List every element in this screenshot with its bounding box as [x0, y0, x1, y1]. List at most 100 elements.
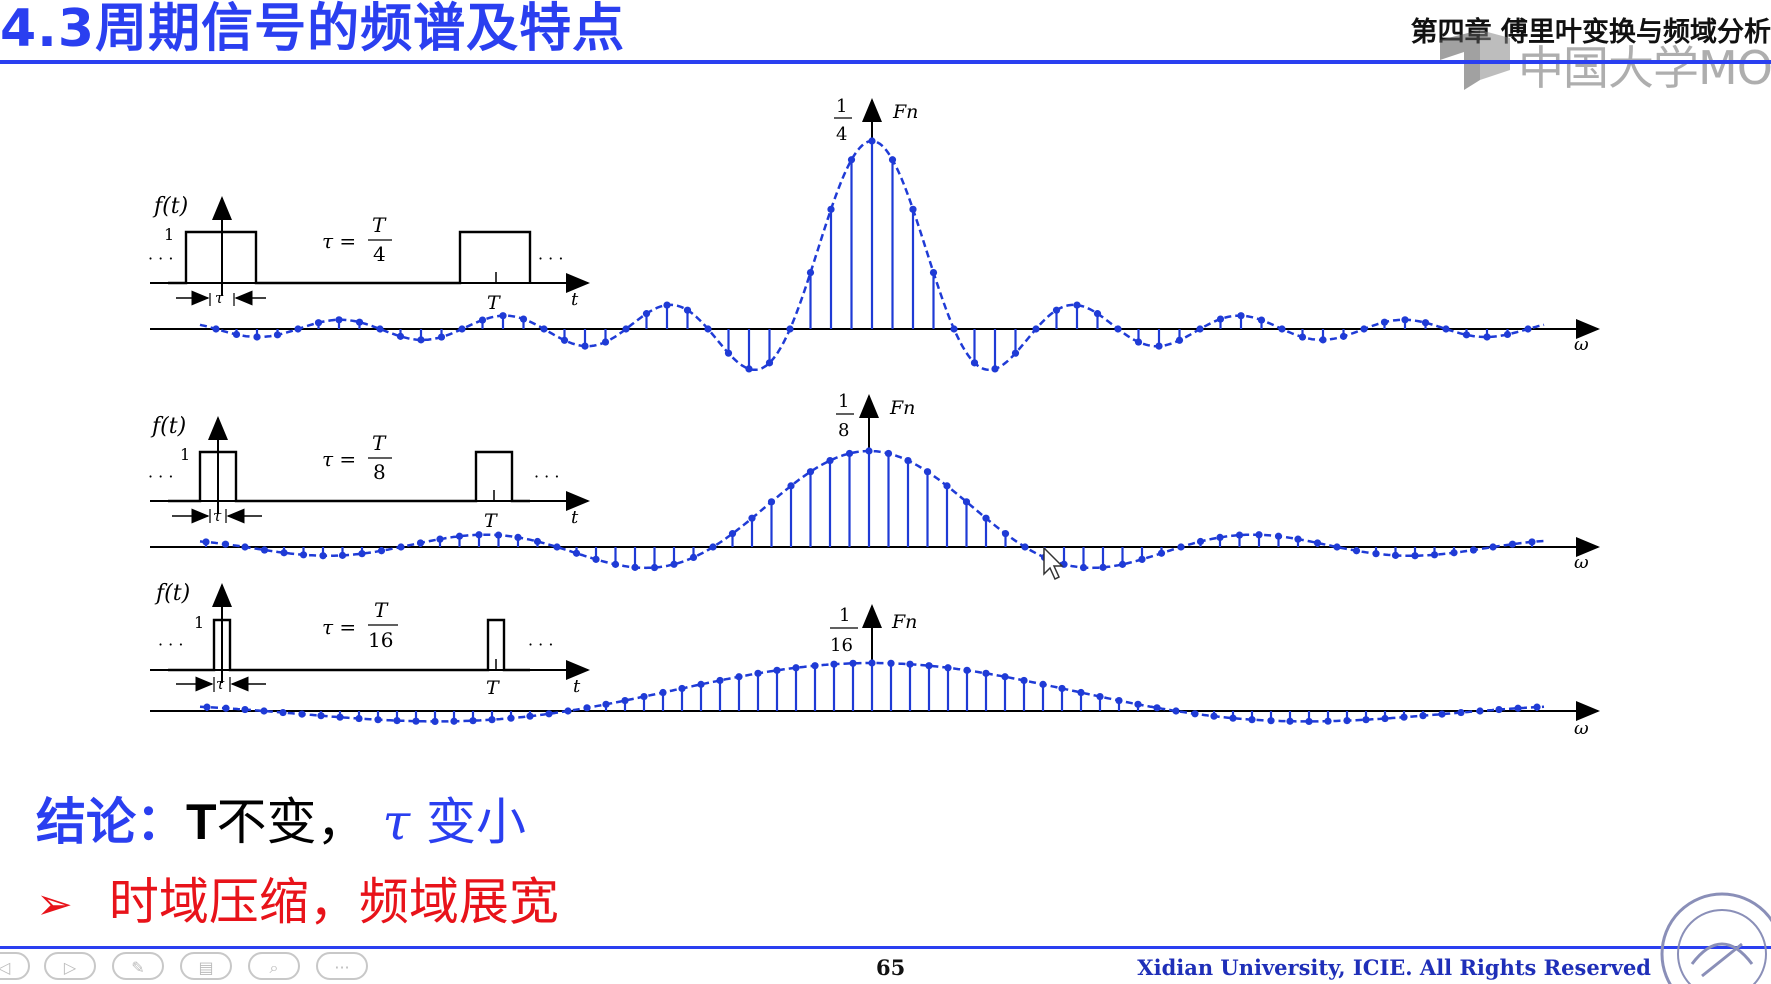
- spectrum-point: [592, 555, 600, 563]
- spectrum-point: [1438, 710, 1446, 718]
- spectrum-point: [1060, 560, 1068, 568]
- slides-icon[interactable]: ▤: [180, 952, 232, 980]
- spectrum-point: [806, 468, 815, 476]
- fn-numerator: 1: [839, 605, 850, 626]
- spectrum-point: [670, 560, 678, 568]
- spectrum-point: [1138, 555, 1146, 563]
- tau-denominator: 8: [373, 460, 386, 484]
- prev-icon[interactable]: ◁: [0, 952, 30, 980]
- spectrum-point: [830, 660, 838, 668]
- spectrum-point: [393, 716, 401, 725]
- spectrum-point: [1319, 336, 1327, 344]
- spectrum-point: [499, 312, 507, 320]
- slide-nav-bar: ◁ ▷ ✎ ▤ ⌕ ···: [0, 948, 420, 983]
- tau-numerator: T: [372, 431, 387, 455]
- spectrum-point: [1372, 550, 1380, 558]
- spectrum-point: [478, 316, 487, 324]
- fn-denominator: 16: [830, 635, 853, 656]
- spectrum-point: [458, 325, 466, 333]
- conclusion-line: 结论：T不变， τ 变小: [36, 782, 526, 854]
- tau-numerator: T: [374, 598, 389, 622]
- spectrum-point: [1313, 539, 1322, 547]
- spectrum-point: [1495, 705, 1503, 714]
- spectrum-point: [1286, 717, 1294, 725]
- spectrum-point: [279, 708, 287, 717]
- spectrum-stems-1: [199, 137, 1545, 373]
- ft-label: f(t): [152, 194, 188, 219]
- spectrum-point: [355, 318, 364, 326]
- spectrum-point: [709, 543, 717, 551]
- spectrum-point: [754, 669, 762, 677]
- spectrum-point: [560, 336, 569, 344]
- omega-axis-label: ω: [1574, 718, 1589, 739]
- spectrum-point: [1229, 714, 1237, 722]
- spectrum-point: [374, 716, 382, 724]
- time-axis-label: t: [571, 289, 579, 310]
- spectrum-point: [642, 310, 651, 318]
- spectrum-point: [1380, 318, 1389, 326]
- spectrum-point: [622, 325, 630, 333]
- spectrum-point: [1333, 543, 1341, 551]
- spectrum-point: [1524, 325, 1532, 333]
- spectrum-point: [1077, 688, 1085, 697]
- tau-equals: τ =: [322, 229, 356, 253]
- spectrum-point: [376, 325, 384, 333]
- spectrum-point: [314, 319, 323, 327]
- spectrum-point: [335, 316, 343, 324]
- spectrum-point: [1172, 707, 1180, 715]
- spectrum-point: [1058, 684, 1066, 693]
- spectrum-point: [868, 137, 876, 145]
- spectrum-point: [1508, 540, 1517, 548]
- spectrum-point: [929, 268, 938, 277]
- spectrum-point: [317, 712, 325, 720]
- spectrum-point: [260, 707, 268, 715]
- spectrum-point: [222, 704, 230, 712]
- spectrum-point: [232, 330, 241, 339]
- zoom-icon[interactable]: ⌕: [248, 952, 300, 980]
- bottom-rule: [0, 946, 1771, 949]
- spectrum-point: [950, 325, 958, 333]
- fn-label: Fn: [891, 611, 917, 633]
- spectrum-point: [1001, 673, 1009, 681]
- spectrum-point: [519, 315, 528, 323]
- spectrum-point: [1362, 716, 1370, 724]
- panel-2: f(t) 1 · · · · · · τ T t τ = T 8 1 8 Fn …: [148, 391, 1600, 573]
- spectrum-point: [845, 449, 854, 458]
- bullet-line: ➢ 时域压缩，频域展宽: [36, 862, 559, 934]
- spectrum-point: [1430, 551, 1439, 559]
- pen-icon[interactable]: ✎: [112, 952, 164, 980]
- spectrum-point: [319, 552, 327, 560]
- mooc-logo-icon: [1440, 30, 1510, 90]
- spectrum-point: [1483, 333, 1491, 341]
- spectrum-point: [221, 540, 230, 548]
- fn-denominator: 4: [836, 124, 847, 145]
- spectrum-point: [962, 498, 971, 506]
- more-icon[interactable]: ···: [316, 952, 368, 980]
- spectrum-point: [1134, 700, 1142, 708]
- spectrum-point: [1191, 710, 1199, 718]
- spectrum-point: [1235, 531, 1244, 539]
- spectrum-point: [533, 537, 542, 546]
- top-rule: [0, 60, 1771, 64]
- spectrum-point: [659, 688, 667, 697]
- spectrum-point: [1079, 563, 1088, 572]
- spectrum-point: [1278, 325, 1286, 333]
- tau-equals: τ =: [322, 615, 356, 639]
- spectrum-point: [1093, 310, 1102, 318]
- play-icon[interactable]: ▷: [44, 952, 96, 980]
- spectrum-point: [336, 713, 344, 721]
- spectrum-point: [417, 336, 425, 344]
- spectrum-point: [507, 714, 515, 722]
- spectrum-point: [494, 531, 503, 539]
- spectrum-point: [1177, 543, 1185, 551]
- spectrum-point: [923, 468, 932, 476]
- unchanged-text: 不变，: [216, 793, 367, 851]
- spectrum-point: [1011, 349, 1020, 357]
- spectrum-point: [1469, 546, 1478, 554]
- spectrum-point: [294, 325, 302, 333]
- spectrum-point: [1020, 676, 1028, 685]
- tau-mark: τ: [215, 289, 224, 307]
- spectrum-stems-2: [199, 447, 1545, 572]
- spectrum-point: [865, 447, 873, 455]
- period-label: T: [484, 510, 498, 532]
